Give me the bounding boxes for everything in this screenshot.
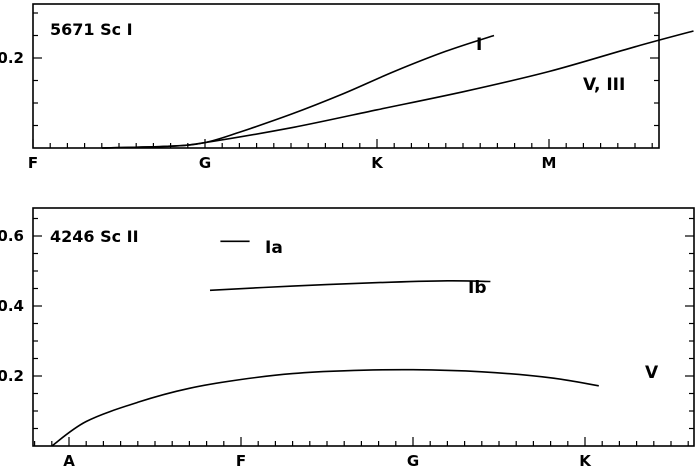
y-tick-label: 0.2	[0, 367, 24, 385]
series-label: Ia	[265, 238, 283, 258]
x-tick-label: M	[542, 154, 557, 172]
series-line	[101, 30, 694, 149]
x-tick-label: A	[63, 452, 75, 470]
y-tick-label: 0.4	[0, 297, 24, 315]
x-tick-label: F	[236, 452, 246, 470]
x-tick-label: G	[407, 452, 419, 470]
x-tick-label: F	[28, 154, 38, 172]
x-tick-label: G	[199, 154, 211, 172]
y-tick-label: 0.6	[0, 227, 24, 245]
series-label: V	[645, 363, 659, 383]
x-tick-label: K	[579, 452, 592, 470]
series-label: Ib	[468, 278, 487, 298]
panel-title: 4246 Sc II	[50, 227, 139, 246]
series-line	[101, 34, 495, 149]
y-tick-label: 0.2	[0, 49, 24, 67]
panel-sc-i: F G K M 0.2 5671 Sc I I V, III	[0, 3, 694, 172]
series-label: I	[476, 35, 482, 55]
plot-frame	[32, 3, 660, 149]
series-label: V, III	[583, 75, 625, 95]
x-tick-label: K	[371, 154, 384, 172]
series-line	[209, 279, 491, 292]
panel-sc-ii: A F G K 0.2 0.4 0.6 4246 Sc II Ia Ib V	[0, 207, 695, 470]
panel-title: 5671 Sc I	[50, 20, 133, 39]
series-line	[51, 368, 599, 447]
plot-frame	[32, 207, 695, 447]
